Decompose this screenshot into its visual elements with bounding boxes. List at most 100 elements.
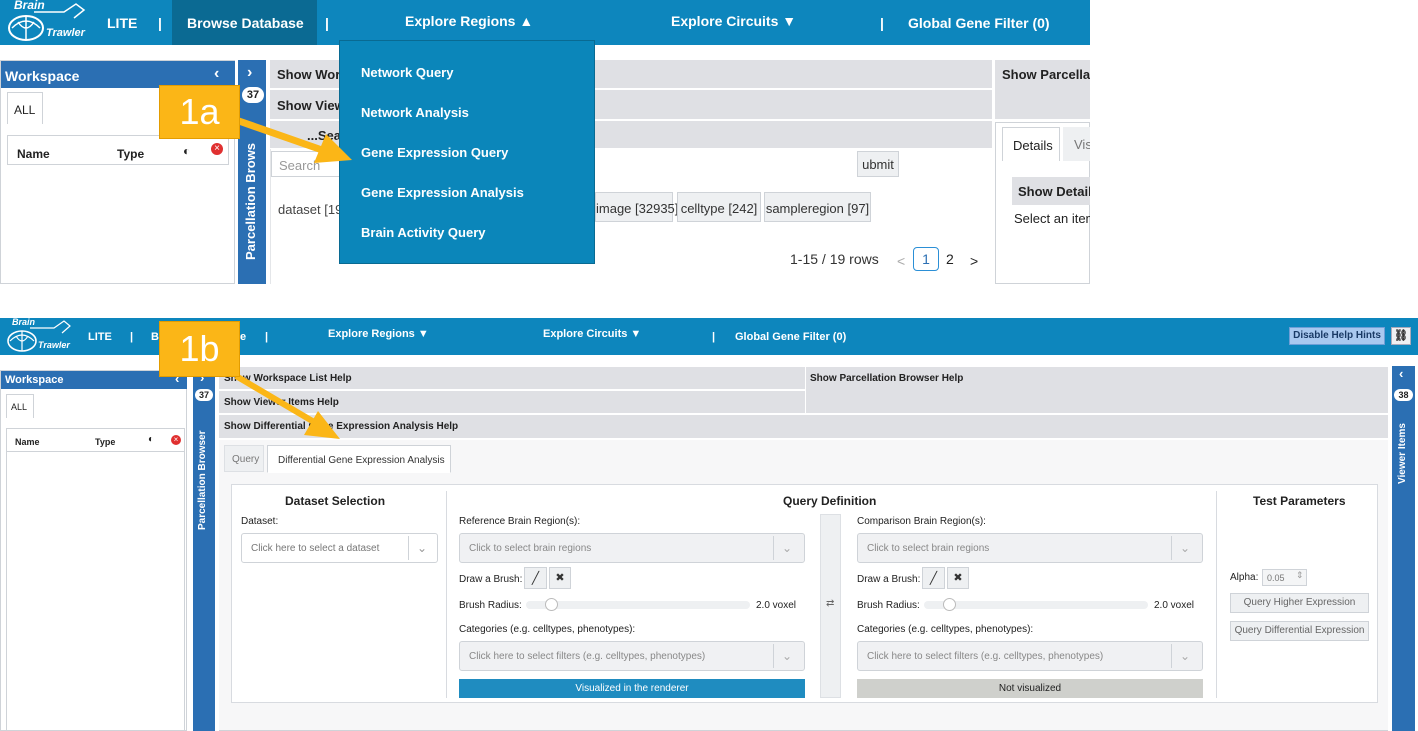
brush-clear-button[interactable]: ✖ bbox=[549, 567, 571, 589]
pagination-prev-icon[interactable]: < bbox=[897, 253, 906, 269]
collapse-left-icon[interactable]: ‹ bbox=[214, 65, 220, 82]
brush-radius-value: 2.0 voxel bbox=[1154, 600, 1195, 611]
nav-explore-regions[interactable]: Explore Regions ▲ bbox=[405, 13, 534, 29]
pagination-next-icon[interactable]: > bbox=[970, 253, 979, 269]
tab-details[interactable]: Details bbox=[1002, 127, 1060, 161]
dataset-select[interactable]: Click here to select a dataset ⌄ bbox=[241, 533, 438, 563]
alpha-input[interactable]: 0.05 ⇕ bbox=[1262, 569, 1307, 586]
close-icon: ✖ bbox=[953, 572, 963, 584]
menu-item-network-query[interactable]: Network Query bbox=[340, 62, 594, 84]
callout-1b: 1b bbox=[159, 321, 240, 377]
menu-item-label: Network Analysis bbox=[361, 105, 469, 120]
delete-all-icon[interactable]: × bbox=[211, 143, 223, 155]
nav-explore-regions[interactable]: Explore Regions ▼ bbox=[328, 328, 429, 340]
brush-radius-label: Brush Radius: bbox=[857, 600, 920, 611]
brain-trawler-logo[interactable]: Brain Trawler bbox=[4, 318, 74, 354]
nav-lite[interactable]: LITE bbox=[88, 331, 112, 343]
callout-arrow-1a bbox=[234, 116, 352, 163]
disable-help-hints-button[interactable]: Disable Help Hints bbox=[1289, 327, 1385, 345]
query-higher-expression-button[interactable]: Query Higher Expression bbox=[1230, 593, 1369, 613]
details-header[interactable]: Show Detail bbox=[1012, 177, 1090, 205]
col-type[interactable]: Type bbox=[95, 437, 116, 447]
stepper-icon[interactable]: ⇕ bbox=[1296, 570, 1304, 580]
not-visualized-label: Not visualized bbox=[998, 683, 1062, 694]
brush-pencil-button[interactable]: ╱ bbox=[922, 567, 945, 589]
menu-item-gene-expression-query[interactable]: Gene Expression Query bbox=[340, 142, 594, 164]
visualized-renderer-bar[interactable]: Visualized in the renderer bbox=[459, 679, 805, 698]
col-name[interactable]: Name bbox=[17, 147, 50, 161]
nav-explore-circuits[interactable]: Explore Circuits ▼ bbox=[671, 13, 797, 29]
menu-item-gene-expression-analysis[interactable]: Gene Expression Analysis bbox=[340, 182, 594, 204]
delete-all-icon[interactable]: × bbox=[171, 435, 181, 445]
nav-explore-circuits[interactable]: Explore Circuits ▼ bbox=[543, 328, 642, 340]
viewer-items-tab[interactable]: ‹ Viewer Items bbox=[1392, 366, 1415, 731]
brush-radius-slider[interactable] bbox=[526, 598, 750, 611]
brush-pencil-button[interactable]: ╱ bbox=[524, 567, 547, 589]
pagination-page-2[interactable]: 2 bbox=[946, 251, 954, 267]
diff-expression-help-label: Show Differential Gene Expression Analys… bbox=[224, 421, 459, 432]
filter-sampleregion[interactable]: sampleregion [97] bbox=[764, 192, 871, 222]
col-name[interactable]: Name bbox=[15, 437, 40, 447]
parcellation-help-bar[interactable]: Show Parcellat bbox=[995, 60, 1090, 120]
filter-dataset[interactable]: dataset [19] bbox=[278, 202, 346, 217]
filter-image[interactable]: image [32935] bbox=[595, 192, 678, 222]
dataset-label: Dataset: bbox=[241, 516, 279, 527]
query-differential-expression-button[interactable]: Query Differential Expression bbox=[1230, 621, 1369, 641]
nav-lite[interactable]: LITE bbox=[107, 15, 138, 31]
expand-right-icon[interactable]: › bbox=[200, 370, 205, 385]
reference-region-select[interactable]: Click to select brain regions ⌄ bbox=[459, 533, 805, 563]
parcellation-browser-tab[interactable]: › Parcellation Browser bbox=[193, 370, 215, 731]
slider-handle[interactable] bbox=[545, 598, 558, 611]
workspace-panel: Workspace ‹ ALL Name Type ◐ × bbox=[0, 370, 187, 731]
menu-item-network-analysis[interactable]: Network Analysis bbox=[340, 102, 594, 124]
swap-regions-column[interactable]: ⇄ bbox=[820, 514, 841, 698]
draw-brush-label: Draw a Brush: bbox=[857, 574, 921, 585]
expand-left-icon[interactable]: ‹ bbox=[1399, 366, 1404, 381]
pagination-page-1[interactable]: 1 bbox=[913, 247, 939, 271]
divider bbox=[446, 491, 447, 698]
tab-vis-label: Vis bbox=[1074, 137, 1090, 152]
comparison-region-placeholder: Click to select brain regions bbox=[867, 543, 990, 554]
menu-item-label: Gene Expression Analysis bbox=[361, 185, 524, 200]
workspace-help-bar[interactable]: Show Workspace List Help bbox=[219, 367, 805, 390]
parcellation-count-badge: 37 bbox=[195, 389, 213, 401]
workspace-tab-all[interactable]: ALL bbox=[7, 92, 43, 124]
categories-label: Categories (e.g. celltypes, phenotypes): bbox=[857, 624, 1034, 635]
collapse-left-icon[interactable]: ‹ bbox=[175, 371, 180, 386]
brain-trawler-logo[interactable]: Brain Trawler bbox=[4, 0, 89, 44]
tab-vis[interactable]: Vis bbox=[1063, 127, 1090, 161]
nav-browse-database[interactable]: B bbox=[151, 331, 159, 343]
workspace-tab-all[interactable]: ALL bbox=[6, 394, 34, 418]
comparison-region-select[interactable]: Click to select brain regions ⌄ bbox=[857, 533, 1203, 563]
nav-browse-database[interactable]: Browse Database bbox=[172, 0, 317, 45]
tab-differential-gene-expression[interactable]: Differential Gene Expression Analysis bbox=[267, 445, 451, 473]
workspace-tab-all-label: ALL bbox=[11, 402, 28, 412]
diff-expression-help-bar[interactable]: Show Differential Gene Expression Analys… bbox=[219, 415, 1388, 439]
menu-item-brain-activity-query[interactable]: Brain Activity Query bbox=[340, 222, 594, 244]
not-visualized-bar[interactable]: Not visualized bbox=[857, 679, 1203, 698]
nav-global-gene-filter[interactable]: Global Gene Filter (0) bbox=[735, 331, 847, 343]
expand-right-icon[interactable]: › bbox=[247, 64, 253, 81]
col-type[interactable]: Type bbox=[117, 147, 145, 161]
categories-select[interactable]: Click here to select filters (e.g. cellt… bbox=[459, 641, 805, 671]
brush-radius-slider[interactable] bbox=[924, 598, 1148, 611]
visibility-icon[interactable]: ◐ bbox=[148, 434, 155, 445]
workspace-title: Workspace bbox=[5, 374, 64, 386]
categories-select[interactable]: Click here to select filters (e.g. cellt… bbox=[857, 641, 1203, 671]
test-parameters-title: Test Parameters bbox=[1253, 494, 1346, 508]
nav-separator: | bbox=[712, 331, 716, 343]
brush-clear-button[interactable]: ✖ bbox=[947, 567, 969, 589]
categories-placeholder: Click here to select filters (e.g. cellt… bbox=[469, 651, 706, 662]
nav-browse-tail[interactable]: e bbox=[240, 331, 247, 343]
parcellation-help-label: Show Parcellation Browser Help bbox=[810, 373, 964, 384]
slider-handle[interactable] bbox=[943, 598, 956, 611]
link-button[interactable]: ⛓ bbox=[1391, 327, 1411, 345]
filter-celltype[interactable]: celltype [242] bbox=[677, 192, 761, 222]
parcellation-help-bar[interactable]: Show Parcellation Browser Help bbox=[806, 367, 1388, 414]
link-icon: ⛓ bbox=[1394, 330, 1408, 342]
nav-global-gene-filter[interactable]: Global Gene Filter (0) bbox=[908, 15, 1050, 31]
parcellation-count-badge: 37 bbox=[242, 87, 264, 103]
submit-button[interactable]: ubmit bbox=[857, 151, 899, 177]
tab-query[interactable]: Query bbox=[224, 445, 264, 472]
visibility-icon[interactable]: ◐ bbox=[183, 144, 191, 158]
